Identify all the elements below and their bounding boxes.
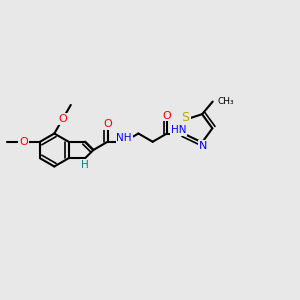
Text: N: N — [199, 141, 207, 151]
Text: NH: NH — [116, 133, 132, 143]
Text: CH₃: CH₃ — [217, 97, 234, 106]
Text: HN: HN — [171, 125, 186, 135]
Text: H: H — [81, 160, 89, 170]
Text: O: O — [58, 114, 67, 124]
Text: O: O — [19, 137, 28, 147]
Text: S: S — [182, 111, 190, 124]
Text: O: O — [103, 119, 112, 129]
Text: O: O — [163, 110, 171, 121]
